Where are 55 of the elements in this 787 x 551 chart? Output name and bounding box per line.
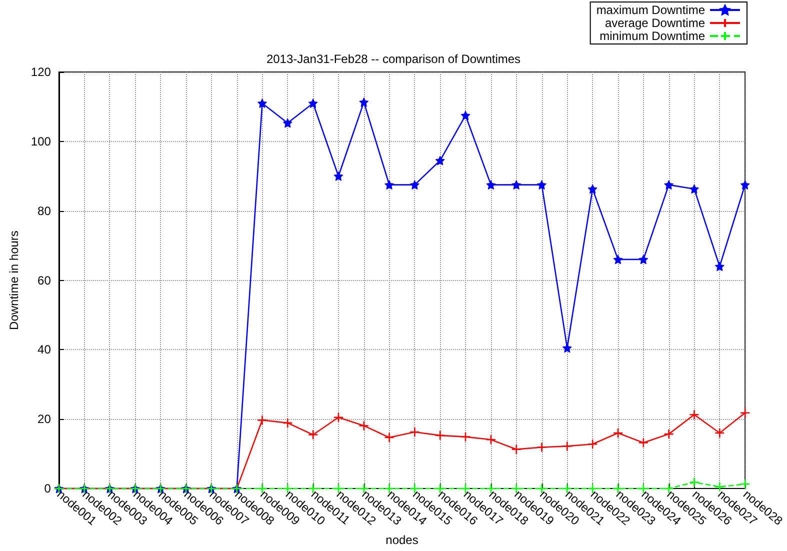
point bbox=[359, 97, 369, 107]
point bbox=[282, 418, 293, 428]
point bbox=[257, 415, 268, 426]
point bbox=[613, 254, 623, 264]
y-tick-label: 0 bbox=[44, 482, 52, 496]
y-tick-label: 60 bbox=[38, 273, 52, 288]
point bbox=[537, 180, 547, 190]
point bbox=[410, 180, 420, 190]
point bbox=[740, 478, 750, 490]
point bbox=[638, 438, 649, 448]
point bbox=[714, 428, 725, 438]
point bbox=[562, 343, 572, 353]
point bbox=[434, 430, 446, 441]
point bbox=[740, 408, 750, 418]
point bbox=[435, 156, 445, 166]
point bbox=[460, 432, 471, 442]
point bbox=[612, 428, 624, 438]
point bbox=[308, 430, 318, 440]
y-tick-label: 20 bbox=[38, 412, 52, 426]
point bbox=[282, 118, 292, 128]
point bbox=[587, 438, 598, 450]
x-axis-title: nodes bbox=[386, 533, 418, 547]
legend-label: maximum Downtime bbox=[596, 3, 706, 17]
point bbox=[562, 441, 572, 452]
point bbox=[257, 98, 267, 108]
point bbox=[334, 171, 344, 181]
point bbox=[384, 432, 394, 443]
point bbox=[689, 184, 699, 194]
point bbox=[333, 412, 344, 423]
point bbox=[486, 434, 496, 445]
y-tick-label: 80 bbox=[38, 204, 52, 218]
point bbox=[512, 180, 522, 190]
legend-label: average Downtime bbox=[604, 16, 706, 30]
point bbox=[536, 442, 547, 452]
point bbox=[410, 426, 420, 438]
point bbox=[308, 98, 318, 108]
y-tick-label: 120 bbox=[30, 65, 52, 79]
point bbox=[714, 262, 724, 272]
point bbox=[358, 420, 370, 431]
point bbox=[664, 428, 674, 440]
point bbox=[511, 444, 522, 454]
point bbox=[638, 254, 648, 264]
y-tick-label: 40 bbox=[38, 342, 52, 357]
legend-label: minimum Downtime bbox=[600, 29, 706, 43]
y-tick-label: 100 bbox=[30, 134, 52, 148]
y-axis-title: Downtime in hours bbox=[7, 230, 21, 330]
point bbox=[486, 180, 496, 190]
point bbox=[588, 184, 598, 194]
point bbox=[460, 110, 470, 120]
point bbox=[384, 180, 394, 190]
chart-title: 2013-Jan31-Feb28 -- comparison of Downtimes bbox=[266, 52, 521, 66]
point bbox=[664, 180, 674, 190]
point bbox=[740, 180, 750, 190]
point bbox=[689, 477, 700, 488]
point bbox=[689, 409, 700, 420]
